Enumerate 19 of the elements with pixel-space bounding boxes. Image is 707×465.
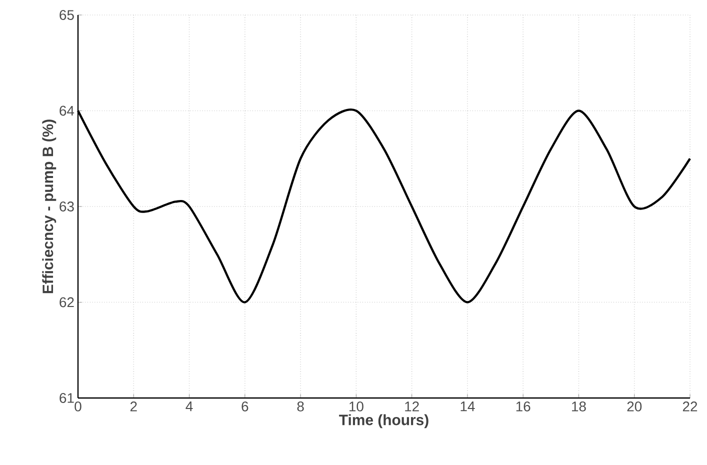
x-axis-title: Time (hours) <box>339 414 428 428</box>
x-tick-label: 0 <box>74 402 82 412</box>
y-axis-title: Efficiecncy - pump B (%) <box>42 120 56 294</box>
x-tick-label: 16 <box>516 402 530 412</box>
x-tick-label: 14 <box>460 402 475 412</box>
x-tick-label: 18 <box>572 402 586 412</box>
x-tick-label: 20 <box>627 402 642 412</box>
x-tick-label: 4 <box>186 402 193 412</box>
x-tick-label: 2 <box>130 402 137 412</box>
y-tick-label: 61 <box>60 393 74 403</box>
y-tick-label: 65 <box>60 10 74 20</box>
x-tick-label: 8 <box>297 402 304 412</box>
y-tick-label: 63 <box>60 202 74 212</box>
x-tick-label: 6 <box>242 402 248 412</box>
y-tick-label: 64 <box>60 106 74 116</box>
x-tick-label: 22 <box>682 402 698 412</box>
y-tick-label: 62 <box>60 297 74 308</box>
x-tick-label: 12 <box>405 402 419 412</box>
x-tick-label: 10 <box>349 402 364 412</box>
